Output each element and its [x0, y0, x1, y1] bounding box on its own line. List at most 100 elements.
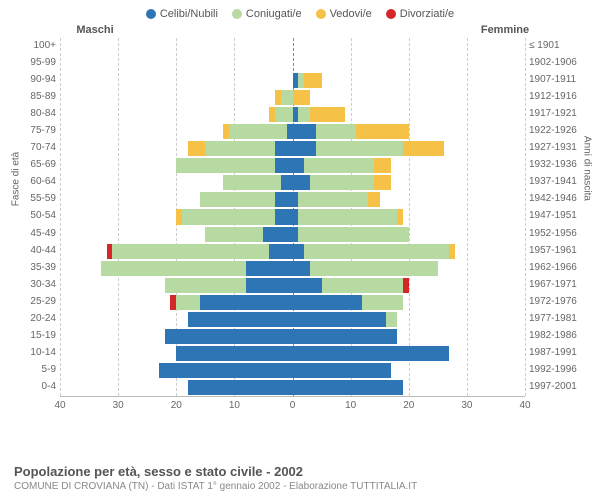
- x-tick-label: 10: [229, 400, 240, 411]
- age-label: 60-64: [30, 174, 56, 191]
- y-right-labels: ≤ 19011902-19061907-19111912-19161917-19…: [525, 38, 580, 396]
- female-bar: [293, 278, 526, 293]
- age-label: 70-74: [30, 140, 56, 157]
- pyramid-row: [60, 123, 525, 140]
- bar-segment: [403, 278, 409, 293]
- pyramid-row: [60, 260, 525, 277]
- bar-segment: [293, 141, 316, 156]
- bar-segment: [293, 363, 392, 378]
- pyramid-row: [60, 55, 525, 72]
- footer-subtitle: COMUNE DI CROVIANA (TN) - Dati ISTAT 1° …: [14, 481, 586, 492]
- bar-segment: [304, 158, 374, 173]
- male-bar: [60, 107, 293, 122]
- age-label: 80-84: [30, 106, 56, 123]
- age-label: 50-54: [30, 208, 56, 225]
- x-tick-label: 40: [54, 400, 65, 411]
- birth-year-label: 1927-1931: [529, 140, 577, 157]
- bar-segment: [310, 261, 438, 276]
- female-bar: [293, 73, 526, 88]
- birth-year-label: 1942-1946: [529, 191, 577, 208]
- male-bar: [60, 39, 293, 54]
- age-label: 40-44: [30, 243, 56, 260]
- female-bar: [293, 380, 526, 395]
- legend-label: Vedovi/e: [330, 8, 372, 20]
- female-bar: [293, 295, 526, 310]
- bar-segment: [246, 261, 293, 276]
- chart-container: Celibi/NubiliConiugati/eVedovi/eDivorzia…: [0, 0, 600, 500]
- bar-segment: [293, 329, 398, 344]
- bar-segment: [397, 209, 403, 224]
- age-label: 20-24: [30, 311, 56, 328]
- female-bar: [293, 192, 526, 207]
- birth-year-label: 1992-1996: [529, 362, 577, 379]
- x-tick-label: 30: [461, 400, 472, 411]
- bar-segment: [101, 261, 246, 276]
- bar-segment: [310, 175, 374, 190]
- bar-segment: [281, 175, 293, 190]
- pyramid-row: [60, 208, 525, 225]
- x-tick-label: 40: [519, 400, 530, 411]
- bar-segment: [223, 175, 281, 190]
- female-bar: [293, 158, 526, 173]
- bar-segment: [374, 175, 391, 190]
- column-headers: Maschi Femmine: [0, 24, 600, 36]
- female-bar: [293, 346, 526, 361]
- bar-segment: [200, 295, 293, 310]
- pyramid-row: [60, 345, 525, 362]
- pyramid-row: [60, 362, 525, 379]
- male-bar: [60, 329, 293, 344]
- age-label: 5-9: [42, 362, 56, 379]
- birth-year-label: 1932-1936: [529, 157, 577, 174]
- bar-segment: [188, 141, 205, 156]
- birth-year-label: 1917-1921: [529, 106, 577, 123]
- bar-segment: [275, 192, 292, 207]
- age-label: 85-89: [30, 89, 56, 106]
- bar-segment: [293, 346, 450, 361]
- bar-segment: [176, 346, 292, 361]
- age-label: 30-34: [30, 277, 56, 294]
- male-bar: [60, 312, 293, 327]
- bar-segment: [298, 192, 368, 207]
- pyramid-row: [60, 38, 525, 55]
- bar-segment: [293, 278, 322, 293]
- age-label: 25-29: [30, 294, 56, 311]
- female-bar: [293, 312, 526, 327]
- age-label: 0-4: [42, 379, 56, 396]
- bar-segment: [275, 107, 292, 122]
- bar-segment: [293, 312, 386, 327]
- male-bar: [60, 227, 293, 242]
- female-bar: [293, 244, 526, 259]
- bar-segment: [403, 141, 444, 156]
- bar-segment: [316, 141, 403, 156]
- birth-year-label: 1982-1986: [529, 328, 577, 345]
- bar-segment: [205, 227, 263, 242]
- age-label: 75-79: [30, 123, 56, 140]
- male-bar: [60, 73, 293, 88]
- age-label: 45-49: [30, 226, 56, 243]
- legend-item: Vedovi/e: [316, 8, 372, 20]
- pyramid-row: [60, 328, 525, 345]
- bar-segment: [293, 380, 403, 395]
- bar-segment: [188, 312, 293, 327]
- male-bar: [60, 261, 293, 276]
- legend-swatch: [232, 9, 242, 19]
- male-bar: [60, 90, 293, 105]
- bar-segment: [316, 124, 357, 139]
- pyramid-row: [60, 294, 525, 311]
- bar-segment: [112, 244, 269, 259]
- x-tick-label: 0: [290, 400, 296, 411]
- bar-segment: [182, 209, 275, 224]
- footer-title: Popolazione per età, sesso e stato civil…: [14, 464, 586, 479]
- bar-segment: [246, 278, 293, 293]
- birth-year-label: 1987-1991: [529, 345, 577, 362]
- bar-segment: [298, 209, 397, 224]
- bar-segment: [368, 192, 380, 207]
- age-label: 55-59: [30, 191, 56, 208]
- x-tick-label: 10: [345, 400, 356, 411]
- bar-segment: [449, 244, 455, 259]
- bar-segment: [188, 380, 293, 395]
- birth-year-label: 1957-1961: [529, 243, 577, 260]
- birth-year-label: 1902-1906: [529, 55, 577, 72]
- birth-year-label: 1977-1981: [529, 311, 577, 328]
- age-label: 15-19: [30, 328, 56, 345]
